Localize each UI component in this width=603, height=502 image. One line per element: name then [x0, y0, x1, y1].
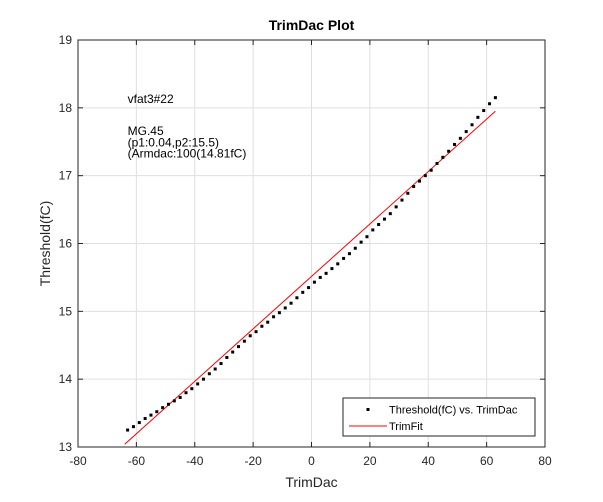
data-point: [330, 267, 334, 271]
data-point: [406, 191, 410, 195]
data-point: [260, 324, 264, 328]
legend: Threshold(fC) vs. TrimDac TrimFit: [342, 397, 536, 437]
data-point: [143, 417, 147, 421]
data-point: [219, 362, 223, 366]
data-point: [277, 311, 281, 315]
y-tick-label: 14: [59, 372, 73, 386]
data-point: [178, 395, 182, 399]
legend-marker-points: [366, 408, 370, 411]
y-tick-label: 15: [59, 304, 73, 318]
data-point: [301, 290, 305, 294]
fit-layer: [124, 110, 496, 445]
data-point: [488, 102, 492, 106]
x-tick-label: -80: [69, 454, 87, 468]
data-point: [453, 142, 457, 146]
y-tick-label: 18: [59, 101, 73, 115]
data-point: [400, 198, 404, 202]
legend-label-fit: TrimFit: [389, 421, 423, 433]
chart-title: TrimDac Plot: [269, 17, 355, 33]
annotations: vfat3#22 MG.45(p1:0.04,p2:15.5)(Armdac:10…: [128, 92, 247, 160]
data-point: [196, 382, 200, 386]
y-tick-label: 17: [59, 169, 73, 183]
data-point: [342, 256, 346, 260]
data-point: [190, 387, 194, 391]
data-point: [149, 413, 153, 417]
y-axis-label: Threshold(fC): [37, 201, 53, 287]
data-point: [394, 205, 398, 209]
data-point: [324, 271, 328, 275]
data-point: [388, 212, 392, 216]
data-point: [412, 185, 416, 189]
data-point: [318, 275, 322, 279]
data-point: [126, 428, 130, 432]
data-point: [137, 421, 141, 425]
data-point: [172, 399, 176, 403]
data-point: [417, 179, 421, 183]
x-tick-label: 80: [538, 454, 552, 468]
data-point: [231, 350, 235, 354]
data-point: [166, 402, 170, 406]
x-tick-label: 20: [363, 454, 377, 468]
data-point: [283, 306, 287, 310]
data-point: [476, 115, 480, 119]
data-point: [213, 367, 217, 371]
points-layer: [126, 96, 497, 432]
x-axis-label: TrimDac: [285, 474, 337, 490]
data-point: [184, 391, 188, 395]
data-point: [155, 410, 159, 414]
x-tick-label: -20: [244, 454, 262, 468]
annotation-text: vfat3#22: [128, 92, 174, 106]
data-point: [248, 334, 252, 338]
data-point: [482, 109, 486, 113]
data-point: [429, 168, 433, 172]
data-point: [365, 235, 369, 239]
data-point: [161, 406, 165, 410]
legend-label-points: Threshold(fC) vs. TrimDac: [389, 405, 518, 417]
data-point: [266, 320, 270, 324]
fit-line: [124, 110, 496, 445]
y-tick-label: 16: [59, 237, 73, 251]
annotation-text: (Armdac:100(14.81fC): [128, 146, 247, 160]
x-tick-label: 60: [480, 454, 494, 468]
data-point: [493, 96, 497, 100]
data-point: [336, 262, 340, 266]
x-tick-label: -60: [128, 454, 146, 468]
data-point: [382, 217, 386, 221]
data-point: [377, 223, 381, 227]
axis-ticks: -80 -60 -40 -20 0 20 40 60 80 13 14 15 16 17 18 19: [59, 33, 552, 468]
data-point: [359, 240, 363, 244]
data-point: [272, 315, 276, 319]
data-point: [470, 123, 474, 127]
data-point: [371, 228, 375, 232]
data-point: [289, 301, 293, 305]
data-point: [435, 161, 439, 165]
y-tick-label: 13: [59, 440, 73, 454]
data-point: [295, 296, 299, 300]
annotation-text: MG.45: [128, 124, 164, 138]
x-tick-label: -40: [186, 454, 204, 468]
data-point: [347, 252, 351, 256]
data-point: [447, 149, 451, 153]
y-tick-label: 19: [59, 33, 73, 47]
data-point: [353, 246, 357, 250]
data-point: [237, 345, 241, 349]
x-tick-label: 0: [308, 454, 315, 468]
data-point: [131, 425, 135, 429]
data-point: [225, 355, 229, 359]
data-point: [312, 280, 316, 284]
data-point: [441, 155, 445, 159]
data-point: [458, 136, 462, 140]
data-point: [207, 372, 211, 376]
data-point: [254, 330, 258, 334]
legend-box: [342, 397, 536, 437]
data-point: [202, 377, 206, 381]
x-tick-label: 40: [422, 454, 436, 468]
data-point: [242, 339, 246, 343]
data-point: [464, 130, 468, 134]
annotation-text: (p1:0.04,p2:15.5): [128, 135, 219, 149]
data-point: [307, 286, 311, 290]
data-point: [423, 174, 427, 178]
